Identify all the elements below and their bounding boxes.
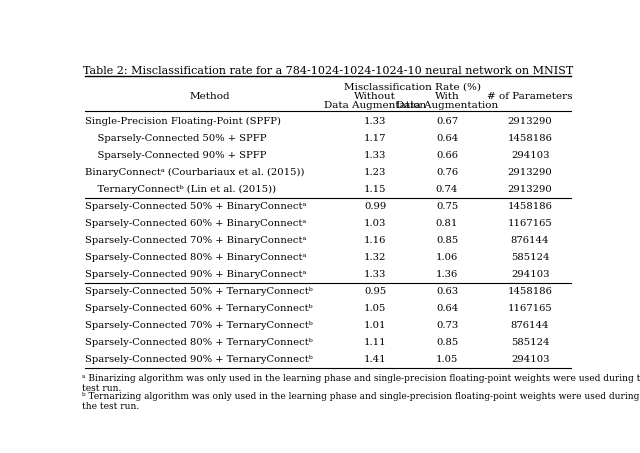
Text: 1.15: 1.15 xyxy=(364,185,387,194)
Text: 0.85: 0.85 xyxy=(436,236,458,245)
Text: 1167165: 1167165 xyxy=(508,219,552,228)
Text: Sparsely-Connected 90% + TernaryConnectᵇ: Sparsely-Connected 90% + TernaryConnectᵇ xyxy=(85,355,313,364)
Text: Sparsely-Connected 60% + TernaryConnectᵇ: Sparsely-Connected 60% + TernaryConnectᵇ xyxy=(85,304,312,313)
Text: Data Augmentation: Data Augmentation xyxy=(324,101,426,110)
Text: 0.73: 0.73 xyxy=(436,321,458,330)
Text: 876144: 876144 xyxy=(511,236,549,245)
Text: 1458186: 1458186 xyxy=(508,134,552,143)
Text: 1.03: 1.03 xyxy=(364,219,387,228)
Text: 1.23: 1.23 xyxy=(364,168,387,177)
Text: ᵇ Ternarizing algorithm was only used in the learning phase and single-precision: ᵇ Ternarizing algorithm was only used in… xyxy=(83,392,640,411)
Text: 294103: 294103 xyxy=(511,151,549,160)
Text: 1.11: 1.11 xyxy=(364,338,387,347)
Text: Sparsely-Connected 70% + TernaryConnectᵇ: Sparsely-Connected 70% + TernaryConnectᵇ xyxy=(85,321,313,330)
Text: Sparsely-Connected 90% + SPFP: Sparsely-Connected 90% + SPFP xyxy=(85,151,266,160)
Text: 1.16: 1.16 xyxy=(364,236,387,245)
Text: 1.33: 1.33 xyxy=(364,270,387,279)
Text: TernaryConnectᵇ (Lin et al. (2015)): TernaryConnectᵇ (Lin et al. (2015)) xyxy=(85,185,276,194)
Text: Sparsely-Connected 90% + BinaryConnectᵃ: Sparsely-Connected 90% + BinaryConnectᵃ xyxy=(85,270,307,279)
Text: # of Parameters: # of Parameters xyxy=(488,92,573,101)
Text: 2913290: 2913290 xyxy=(508,168,552,177)
Text: Sparsely-Connected 50% + TernaryConnectᵇ: Sparsely-Connected 50% + TernaryConnectᵇ xyxy=(85,287,313,296)
Text: 1.32: 1.32 xyxy=(364,253,387,262)
Text: 2913290: 2913290 xyxy=(508,116,552,125)
Text: 0.74: 0.74 xyxy=(436,185,458,194)
Text: 0.64: 0.64 xyxy=(436,134,458,143)
Text: 2913290: 2913290 xyxy=(508,185,552,194)
Text: 1167165: 1167165 xyxy=(508,304,552,313)
Text: Data Augmentation: Data Augmentation xyxy=(396,101,498,110)
Text: 0.85: 0.85 xyxy=(436,338,458,347)
Text: 0.76: 0.76 xyxy=(436,168,458,177)
Text: 1.17: 1.17 xyxy=(364,134,387,143)
Text: ᵃ Binarizing algorithm was only used in the learning phase and single-precision : ᵃ Binarizing algorithm was only used in … xyxy=(83,374,640,393)
Text: 0.75: 0.75 xyxy=(436,202,458,211)
Text: 1.36: 1.36 xyxy=(436,270,458,279)
Text: Table 2: Misclassification rate for a 784-1024-1024-1024-10 neural network on MN: Table 2: Misclassification rate for a 78… xyxy=(83,66,573,76)
Text: 294103: 294103 xyxy=(511,355,549,364)
Text: BinaryConnectᵃ (Courbariaux et al. (2015)): BinaryConnectᵃ (Courbariaux et al. (2015… xyxy=(85,168,305,177)
Text: 1.05: 1.05 xyxy=(436,355,458,364)
Text: Without: Without xyxy=(354,92,396,101)
Text: Single-Precision Floating-Point (SPFP): Single-Precision Floating-Point (SPFP) xyxy=(85,116,281,125)
Text: 1.41: 1.41 xyxy=(364,355,387,364)
Text: Sparsely-Connected 80% + BinaryConnectᵃ: Sparsely-Connected 80% + BinaryConnectᵃ xyxy=(85,253,307,262)
Text: Sparsely-Connected 50% + SPFP: Sparsely-Connected 50% + SPFP xyxy=(85,134,266,143)
Text: 1.05: 1.05 xyxy=(364,304,387,313)
Text: 0.64: 0.64 xyxy=(436,304,458,313)
Text: 1.33: 1.33 xyxy=(364,116,387,125)
Text: 876144: 876144 xyxy=(511,321,549,330)
Text: 0.95: 0.95 xyxy=(364,287,387,296)
Text: Sparsely-Connected 70% + BinaryConnectᵃ: Sparsely-Connected 70% + BinaryConnectᵃ xyxy=(85,236,307,245)
Text: 1458186: 1458186 xyxy=(508,202,552,211)
Text: 1.06: 1.06 xyxy=(436,253,458,262)
Text: Misclassification Rate (%): Misclassification Rate (%) xyxy=(344,83,481,92)
Text: Sparsely-Connected 60% + BinaryConnectᵃ: Sparsely-Connected 60% + BinaryConnectᵃ xyxy=(85,219,306,228)
Text: 0.63: 0.63 xyxy=(436,287,458,296)
Text: Method: Method xyxy=(190,92,230,101)
Text: 585124: 585124 xyxy=(511,253,549,262)
Text: 0.66: 0.66 xyxy=(436,151,458,160)
Text: With: With xyxy=(435,92,460,101)
Text: 1.01: 1.01 xyxy=(364,321,387,330)
Text: 0.99: 0.99 xyxy=(364,202,387,211)
Text: Sparsely-Connected 50% + BinaryConnectᵃ: Sparsely-Connected 50% + BinaryConnectᵃ xyxy=(85,202,307,211)
Text: 1458186: 1458186 xyxy=(508,287,552,296)
Text: 585124: 585124 xyxy=(511,338,549,347)
Text: Sparsely-Connected 80% + TernaryConnectᵇ: Sparsely-Connected 80% + TernaryConnectᵇ xyxy=(85,338,313,347)
Text: 294103: 294103 xyxy=(511,270,549,279)
Text: 0.81: 0.81 xyxy=(436,219,458,228)
Text: 0.67: 0.67 xyxy=(436,116,458,125)
Text: 1.33: 1.33 xyxy=(364,151,387,160)
